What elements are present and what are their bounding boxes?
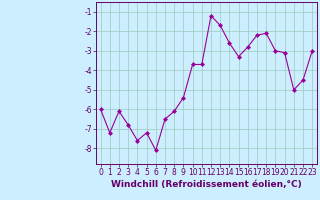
X-axis label: Windchill (Refroidissement éolien,°C): Windchill (Refroidissement éolien,°C) <box>111 180 302 189</box>
